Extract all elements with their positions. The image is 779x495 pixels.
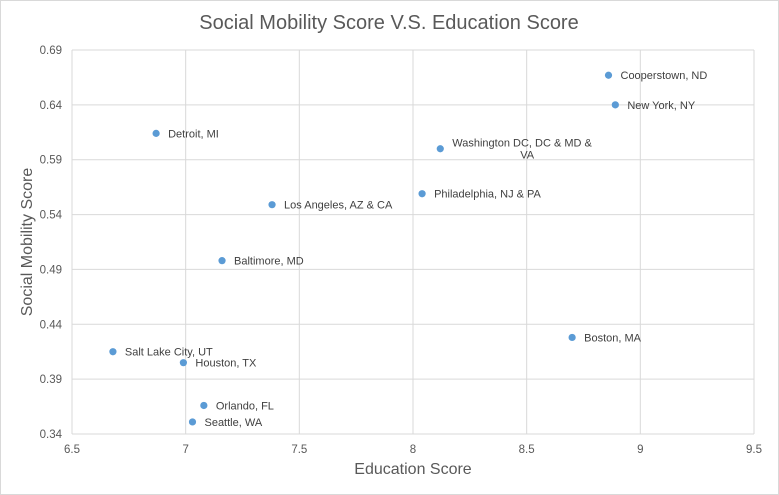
x-tick-label: 6.5 (64, 444, 80, 456)
data-point (200, 401, 208, 410)
data-label: Cooperstown, ND (621, 70, 708, 82)
x-axis-title: Education Score (354, 461, 472, 478)
data-point (109, 348, 117, 356)
data-point (436, 145, 444, 153)
data-point (188, 418, 197, 426)
data-point (568, 333, 576, 342)
chart-title: Social Mobility Score V.S. Education Sco… (199, 12, 578, 34)
y-axis-title: Social Mobility Score (19, 168, 36, 317)
data-label: Los Angeles, AZ & CA (284, 200, 393, 212)
data-points: Cooperstown, ND New York, NY Detroit, MI Wa… (109, 70, 707, 429)
y-tick-label: 0.54 (40, 210, 63, 222)
data-point (218, 257, 226, 265)
data-label: Salt Lake City, UT (125, 347, 213, 359)
data-label: Baltimore, MD (234, 256, 304, 268)
data-label: Washington DC, DC & MD & VA (452, 138, 592, 162)
y-tick-label: 0.34 (40, 429, 63, 441)
y-tick-label: 0.69 (40, 45, 62, 57)
data-point (611, 101, 619, 109)
y-tick-label: 0.49 (40, 264, 62, 276)
data-label: Detroit, MI (168, 128, 219, 140)
x-tick-label: 8 (410, 444, 416, 456)
data-point (604, 71, 613, 79)
y-tick-label: 0.59 (40, 155, 62, 167)
data-point (268, 201, 276, 209)
data-point (152, 129, 160, 137)
data-label: Philadelphia, NJ & PA (434, 189, 541, 201)
data-label: New York, NY (627, 100, 696, 112)
data-label: Boston, MA (584, 332, 642, 344)
data-label: Houston, TX (195, 358, 257, 370)
y-tick-label: 0.64 (40, 100, 63, 112)
data-point (179, 359, 187, 367)
x-tick-label: 9.5 (746, 444, 762, 456)
x-tick-label: 7 (182, 444, 188, 456)
gridlines (71, 49, 755, 435)
y-tick-label: 0.39 (40, 374, 62, 386)
tick-labels: 0.34 0.39 0.44 0.49 0.54 0.59 0.64 0.69 6.5 7 7.5 8… (40, 45, 762, 456)
x-tick-label: 7.5 (291, 444, 307, 456)
data-label: Seattle, WA (204, 417, 262, 429)
x-tick-label: 9 (637, 444, 643, 456)
data-point (418, 190, 426, 198)
data-label: Orlando, FL (216, 400, 274, 412)
y-tick-label: 0.44 (40, 319, 63, 331)
x-tick-label: 8.5 (519, 444, 535, 456)
